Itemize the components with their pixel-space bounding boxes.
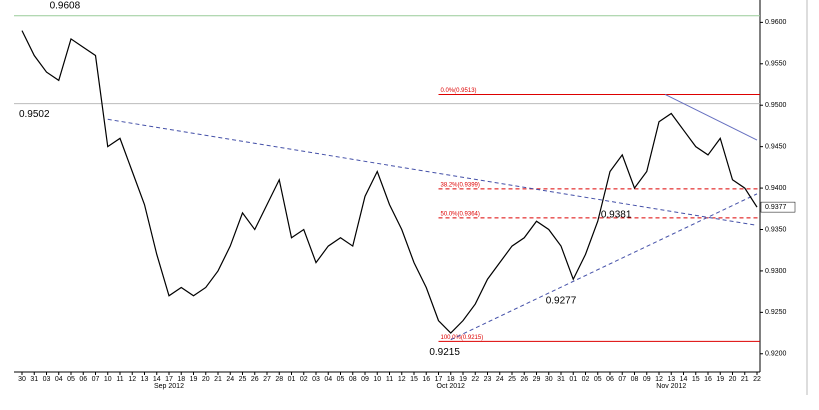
x-tick-label: 15 [692, 376, 700, 383]
x-tick-label: 23 [484, 376, 492, 383]
x-tick-label: 02 [582, 376, 590, 383]
x-tick-label: 20 [729, 376, 737, 383]
x-tick-label: 21 [741, 376, 749, 383]
x-tick-label: 03 [312, 376, 320, 383]
x-tick-label: 01 [569, 376, 577, 383]
month-label: Nov 2012 [656, 383, 686, 390]
x-tick-label: 07 [92, 376, 100, 383]
y-tick-label: 0.9600 [765, 19, 787, 26]
x-tick-label: 16 [422, 376, 430, 383]
x-tick-label: 26 [251, 376, 259, 383]
x-tick-label: 09 [361, 376, 369, 383]
x-tick-label: 11 [386, 376, 393, 383]
x-tick-label: 30 [18, 376, 26, 383]
fib-label: 50.0%(0.9364) [441, 211, 480, 217]
x-tick-label: 26 [520, 376, 528, 383]
last-price: 0.9377 [765, 204, 787, 211]
x-tick-label: 14 [153, 376, 161, 383]
trendline [107, 118, 758, 226]
month-label: Sep 2012 [154, 383, 184, 390]
x-tick-label: 27 [263, 376, 271, 383]
y-tick-label: 0.9550 [765, 61, 787, 68]
x-tick-label: 20 [202, 376, 210, 383]
price-annotation: 0.9608 [50, 0, 81, 11]
y-tick-label: 0.9350 [765, 226, 787, 233]
x-tick-label: 24 [496, 376, 504, 383]
x-tick-label: 05 [594, 376, 602, 383]
x-tick-label: 19 [716, 376, 724, 383]
x-tick-label: 10 [373, 376, 381, 383]
y-tick-label: 0.9200 [765, 351, 787, 358]
x-tick-label: 04 [55, 376, 63, 383]
x-tick-label: 29 [533, 376, 541, 383]
x-tick-label: 16 [704, 376, 712, 383]
x-tick-label: 09 [643, 376, 651, 383]
x-tick-label: 18 [177, 376, 185, 383]
x-tick-label: 14 [680, 376, 688, 383]
x-tick-label: 19 [190, 376, 198, 383]
x-tick-label: 06 [79, 376, 87, 383]
x-tick-label: 31 [30, 376, 38, 383]
x-tick-label: 31 [557, 376, 565, 383]
x-tick-label: 12 [128, 376, 136, 383]
y-tick-label: 0.9400 [765, 185, 787, 192]
price-annotation: 0.9277 [546, 296, 577, 307]
trendline [664, 94, 758, 141]
x-tick-label: 19 [459, 376, 467, 383]
y-tick-label: 0.9450 [765, 143, 787, 150]
price-annotation: 0.9215 [429, 347, 460, 358]
x-tick-label: 12 [398, 376, 406, 383]
x-tick-label: 03 [43, 376, 51, 383]
x-tick-label: 08 [349, 376, 357, 383]
x-tick-label: 04 [324, 376, 332, 383]
price-annotation: 0.9381 [601, 209, 632, 220]
x-tick-label: 12 [655, 376, 663, 383]
y-tick-label: 0.9250 [765, 309, 787, 316]
x-tick-label: 17 [165, 376, 173, 383]
x-tick-label: 08 [631, 376, 639, 383]
y-tick-label: 0.9300 [765, 268, 787, 275]
x-tick-label: 28 [275, 376, 283, 383]
x-tick-label: 22 [471, 376, 479, 383]
price-line [21, 30, 758, 334]
fib-label: 100.0%(0.9215) [441, 335, 484, 341]
fib-label: 0.0%(0.9513) [441, 88, 477, 94]
x-tick-label: 05 [67, 376, 75, 383]
fib-label: 38.2%(0.9399) [441, 182, 480, 188]
x-tick-label: 05 [337, 376, 345, 383]
price-annotation: 0.9502 [19, 109, 50, 120]
x-tick-label: 01 [288, 376, 296, 383]
x-tick-label: 30 [545, 376, 553, 383]
x-tick-label: 18 [447, 376, 455, 383]
x-tick-label: 21 [214, 376, 222, 383]
month-label: Oct 2012 [437, 383, 466, 390]
x-tick-label: 15 [410, 376, 418, 383]
x-tick-label: 17 [435, 376, 443, 383]
x-tick-label: 25 [239, 376, 247, 383]
x-tick-label: 13 [667, 376, 675, 383]
last-price-box [760, 201, 796, 213]
x-tick-label: 13 [141, 376, 149, 383]
x-tick-label: 02 [300, 376, 308, 383]
y-tick-label: 0.9500 [765, 102, 787, 109]
x-tick-label: 07 [618, 376, 626, 383]
x-tick-label: 25 [508, 376, 516, 383]
x-tick-label: 24 [226, 376, 234, 383]
trendline [450, 193, 758, 341]
x-tick-label: 11 [116, 376, 123, 383]
x-tick-label: 22 [753, 376, 761, 383]
x-tick-label: 10 [104, 376, 112, 383]
x-tick-label: 06 [606, 376, 614, 383]
